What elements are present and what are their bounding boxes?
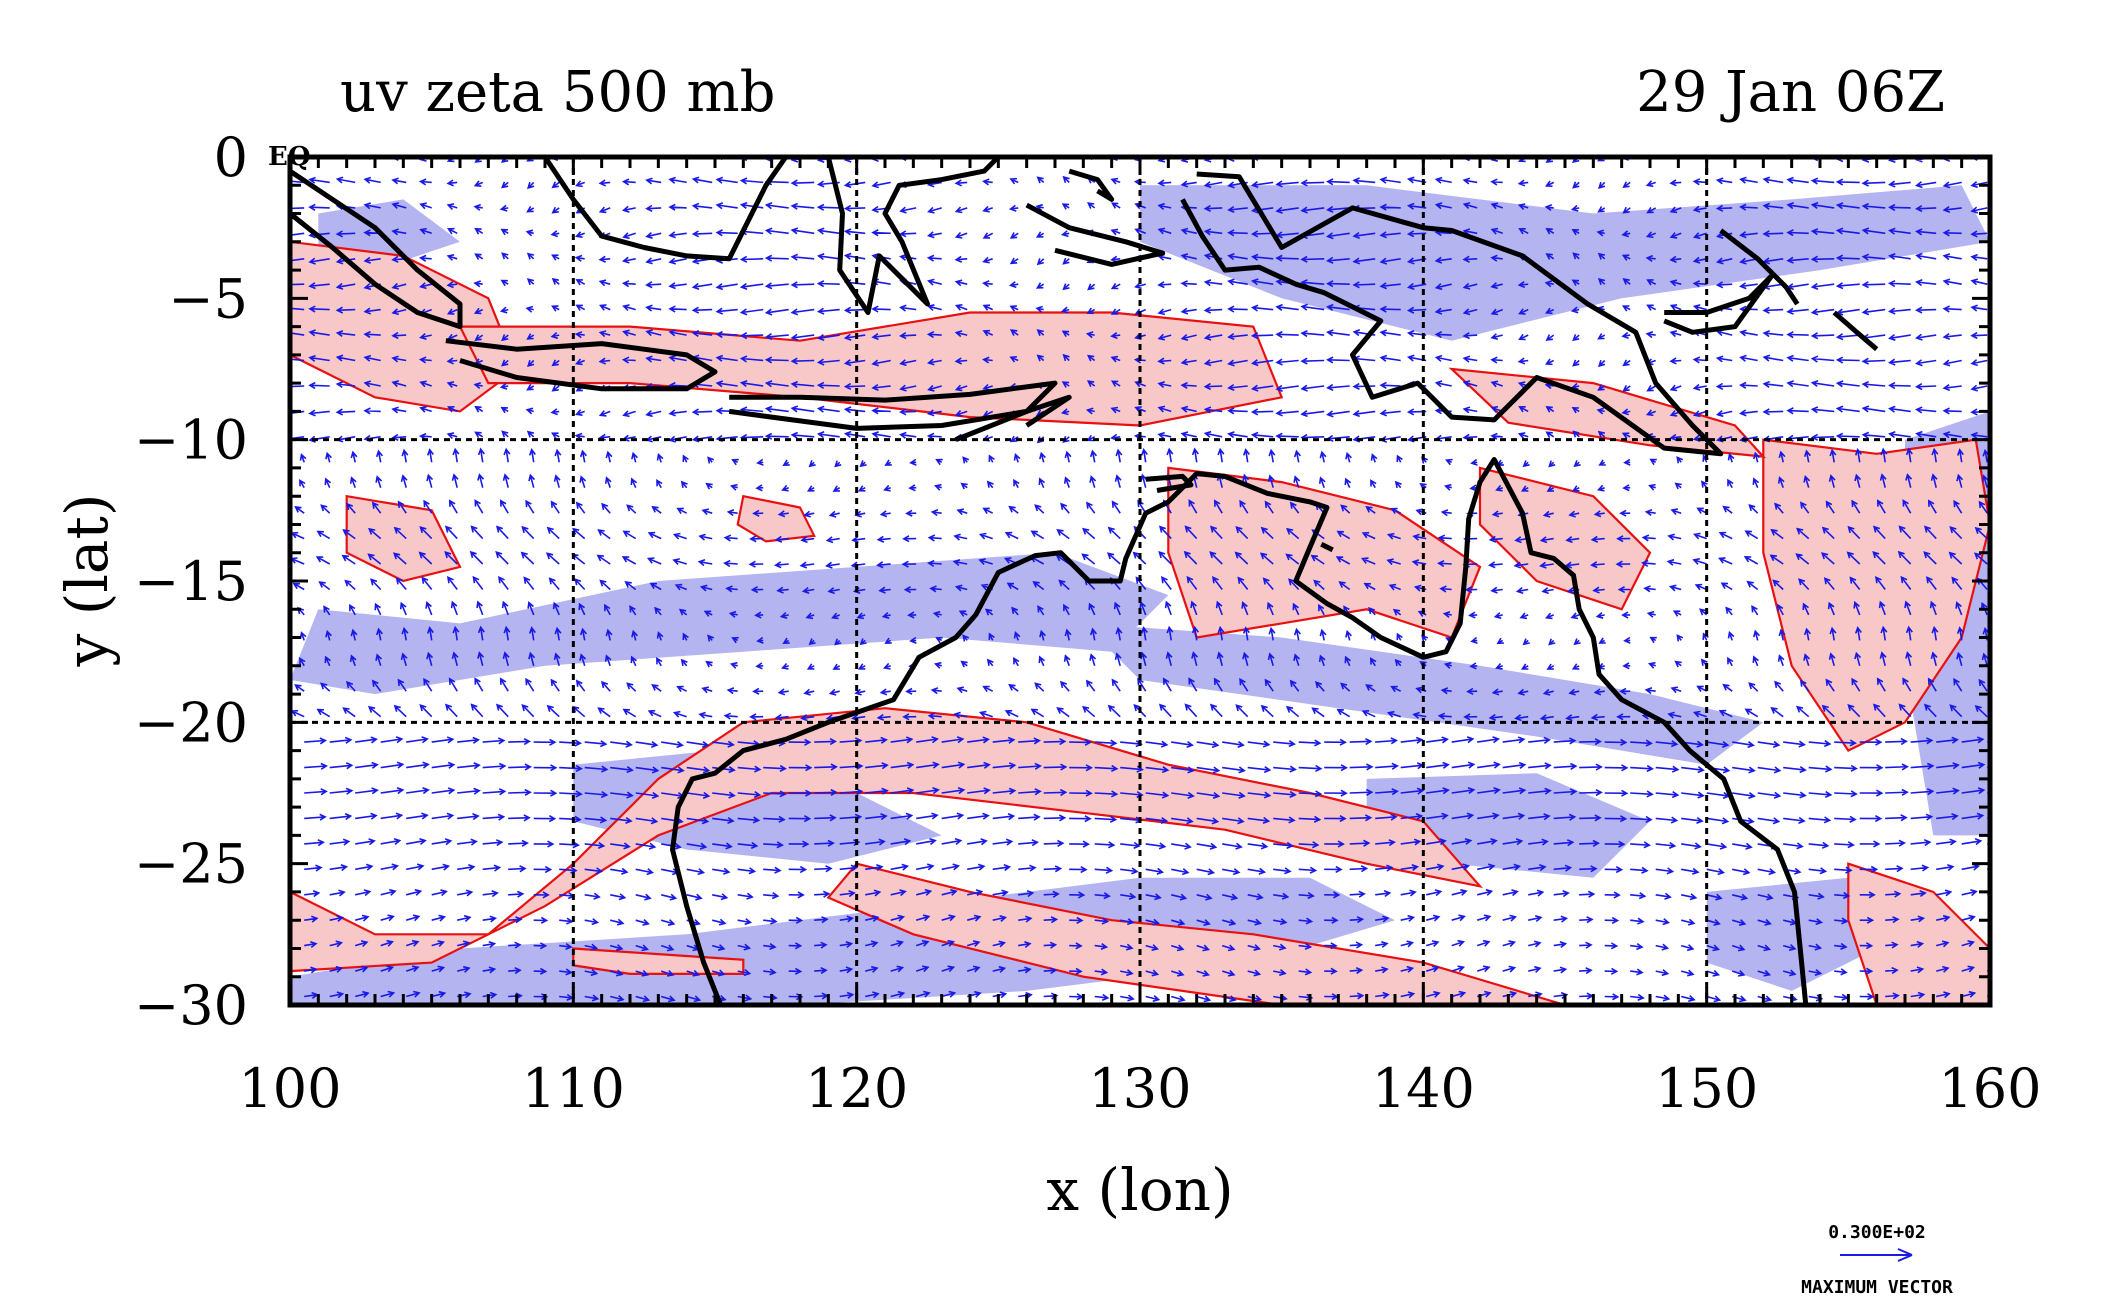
- coastline-seram: [1025, 202, 1166, 267]
- y-tick-label: −20: [134, 691, 248, 754]
- coastline-borneo: [542, 157, 788, 262]
- coastline-sumatra: [290, 169, 463, 330]
- plot-frame: [287, 154, 1993, 1008]
- x-tick-label: 110: [522, 1057, 625, 1120]
- y-tick-label: −5: [168, 267, 248, 330]
- coastline-australia: [670, 457, 1990, 1005]
- gridlines: [290, 157, 1990, 1005]
- map-layers: [290, 157, 1990, 1005]
- negative-region-mid-band: [290, 552, 1169, 695]
- coastline-new-ireland: [1719, 228, 1800, 306]
- positive-region-central-islet: [736, 494, 816, 543]
- y-tick-label: −30: [134, 974, 248, 1037]
- coastline-sulawesi: [825, 157, 1001, 315]
- reference-vector-arrowhead: [1897, 1248, 1913, 1262]
- coastline-nusa-tenggara: [728, 380, 1058, 431]
- reference-vector-value: 0.300E+02: [1828, 1222, 1926, 1243]
- y-axis-label: y (lat): [53, 494, 121, 668]
- x-tick-label: 150: [1655, 1057, 1758, 1120]
- frame-layer: [287, 154, 1993, 1008]
- positive-region-queensland-coast: [1478, 466, 1652, 611]
- positive-region-northwest-blob: [290, 240, 519, 413]
- y-tick-label: −15: [134, 550, 248, 613]
- x-tick-label: 100: [238, 1057, 341, 1120]
- x-tick-label: 130: [1088, 1057, 1191, 1120]
- negative-region-northeast-band: [1140, 185, 1990, 341]
- coastline-halmahera: [1068, 168, 1115, 202]
- negative-region-south-east-band: [1706, 877, 1877, 991]
- y-tick-label: −10: [134, 409, 248, 472]
- coastlines: [290, 157, 1990, 1005]
- equator-label: EQ: [268, 142, 310, 172]
- x-tick-label: 140: [1372, 1057, 1475, 1120]
- reference-vector-caption: MAXIMUM VECTOR: [1801, 1277, 1953, 1298]
- coastline-bougainville: [1832, 310, 1879, 352]
- positive-region-top-end-tropics: [1167, 466, 1482, 639]
- y-tick-label: 0: [214, 126, 248, 189]
- x-tick-label: 120: [805, 1057, 908, 1120]
- negative-vorticity-regions: [290, 185, 1990, 1005]
- x-tick-labels: 100 110 120 130 140 150 160: [238, 1057, 2041, 1120]
- coastline-melville: [1145, 473, 1194, 493]
- coastline-timor: [954, 394, 1072, 443]
- negative-region-australia-band: [1083, 623, 1764, 765]
- y-tick-labels: 0 −5 −10 −15 −20 −25 −30: [134, 126, 248, 1037]
- positive-region-indonesia-band: [458, 311, 1284, 427]
- coastline-groote: [1320, 542, 1334, 553]
- positive-region-new-guinea-south: [1448, 367, 1767, 458]
- y-tick-label: −25: [134, 833, 248, 896]
- coastline-new-guinea: [1180, 171, 1724, 457]
- valid-time-label: 29 Jan 06Z: [1636, 60, 1945, 125]
- positive-region-tasman-edge: [1847, 862, 1990, 1005]
- coastline-java: [445, 338, 718, 392]
- chart-title: uv zeta 500 mb: [340, 60, 775, 125]
- reference-vector-legend: 0.300E+02 MAXIMUM VECTOR: [1801, 1222, 1953, 1298]
- x-tick-label: 160: [1938, 1057, 2041, 1120]
- x-axis-label: x (lon): [1046, 1156, 1233, 1224]
